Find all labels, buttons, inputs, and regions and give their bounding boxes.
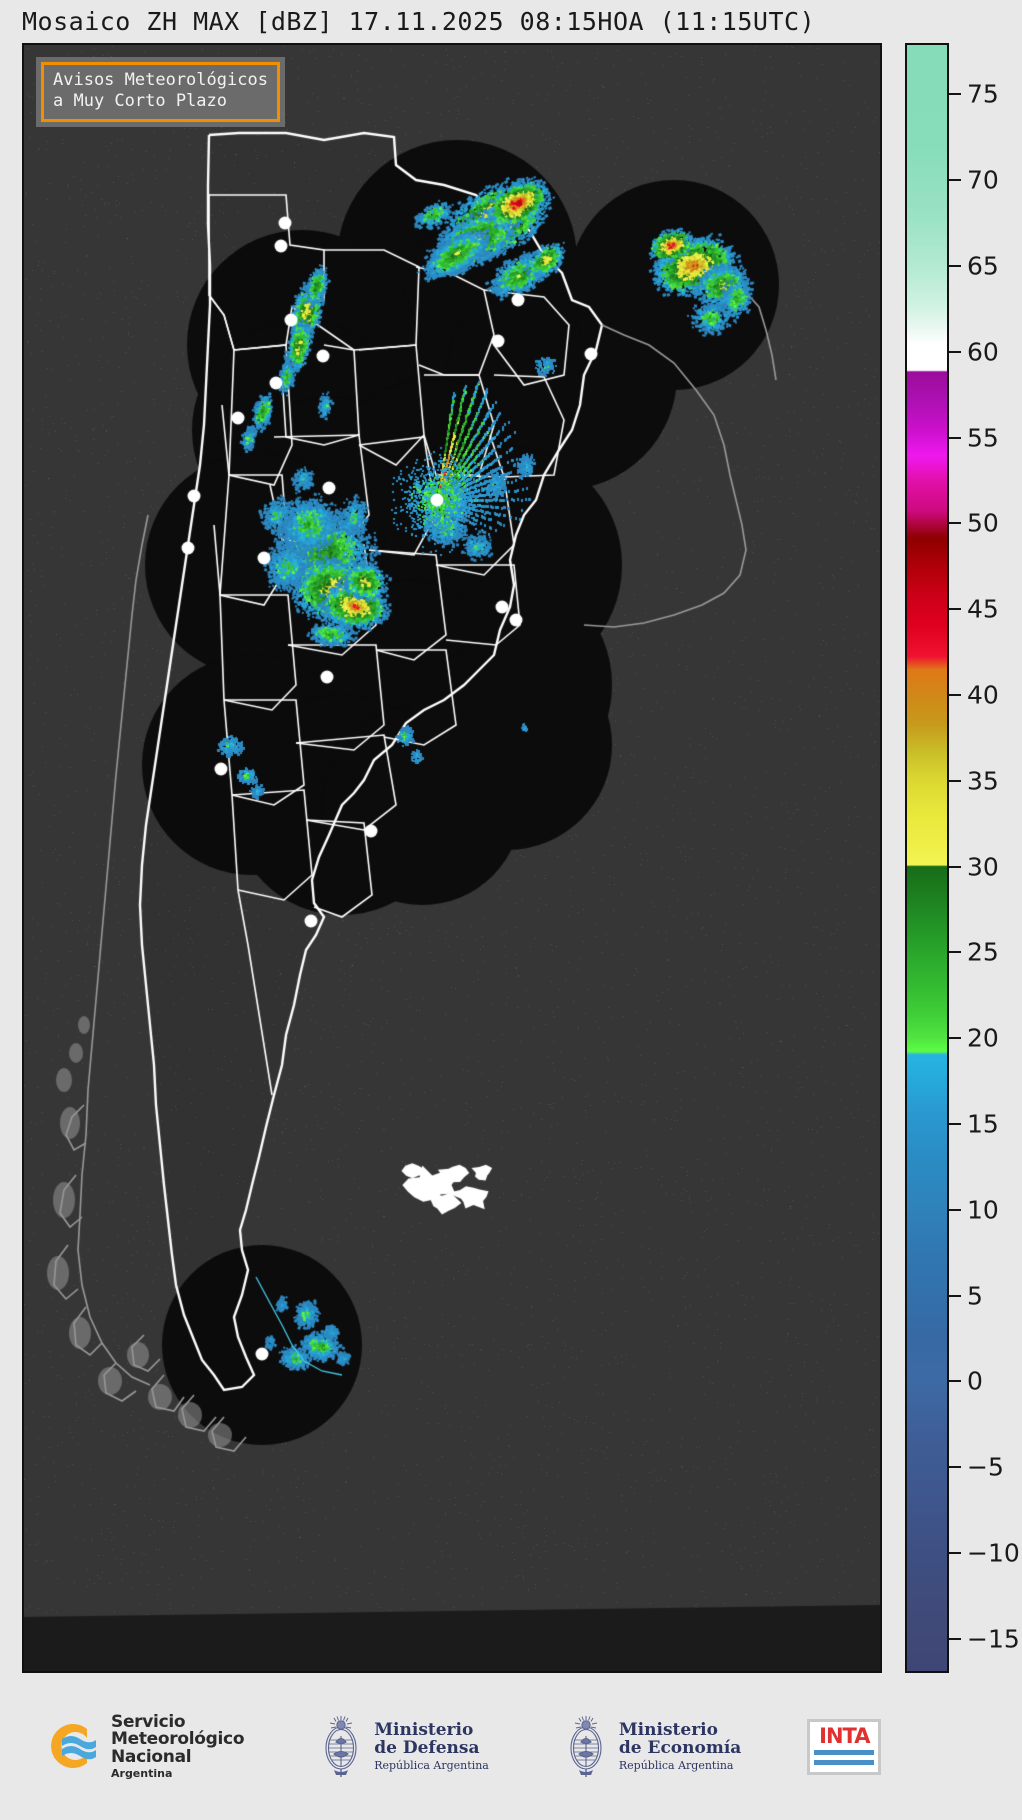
inta-wordmark: INTA	[819, 1723, 870, 1748]
colorbar-tick	[949, 265, 961, 268]
defensa-line-1: Ministerio	[374, 1719, 474, 1740]
argentina-coat-of-arms-icon	[318, 1714, 364, 1780]
radar-map-panel[interactable]: Avisos Meteorológicos a Muy Corto Plazo	[22, 43, 882, 1673]
colorbar-tick	[949, 1551, 961, 1554]
colorbar-tick-label: 45	[967, 594, 999, 624]
colorbar-tick	[949, 1122, 961, 1125]
colorbar-tick	[949, 179, 961, 182]
colorbar-tick-label: 15	[967, 1109, 999, 1139]
economia-text: Ministerio de Economía República Argenti…	[618, 1719, 742, 1772]
logo-ministerio-de-economia: Ministerio de Economía República Argenti…	[563, 1714, 741, 1780]
footer-logo-bar: Servicio Meteorológico Nacional Argentin…	[0, 1673, 1022, 1820]
colorbar-tick-label: 40	[967, 680, 999, 710]
colorbar-tick-label: 55	[967, 423, 999, 453]
colorbar-tick-label: −15	[967, 1624, 1020, 1654]
smn-subtitle: Argentina	[111, 1766, 173, 1780]
colorbar-tick-label: 30	[967, 852, 999, 882]
smn-line-1: Servicio	[111, 1711, 186, 1732]
colorbar-tick-label: −10	[967, 1538, 1020, 1568]
inta-stripe-2	[814, 1759, 875, 1765]
inta-stripe-1	[814, 1749, 875, 1755]
smn-line-2: Meteorológico	[111, 1729, 245, 1750]
smn-mark-icon	[42, 1716, 102, 1776]
colorbar-tick	[949, 1380, 961, 1383]
colorbar-tick-label: 20	[967, 1023, 999, 1053]
colorbar-tick-label: 50	[967, 508, 999, 538]
colorbar-tick	[949, 350, 961, 353]
alert-legend-box: Avisos Meteorológicos a Muy Corto Plazo	[36, 57, 285, 127]
colorbar-tick-label: 10	[967, 1195, 999, 1225]
colorbar-tick	[949, 951, 961, 954]
colorbar-tick	[949, 1294, 961, 1297]
colorbar-tick	[949, 436, 961, 439]
defensa-line-2: de Defensa	[374, 1737, 480, 1758]
alert-legend-line-2: a Muy Corto Plazo	[53, 91, 227, 111]
colorbar-tick-label: 75	[967, 79, 999, 109]
colorbar-gradient	[907, 45, 947, 1671]
defensa-subtitle: República Argentina	[374, 1758, 489, 1772]
colorbar-tick	[949, 865, 961, 868]
colorbar-tick-axis: 75 70 65 60 55 50 45 40 35 30 25 20 15 10 5 0 −5 −10 −15	[949, 43, 1020, 1673]
colorbar-tick-label: 5	[967, 1281, 983, 1311]
inta-box: INTA	[807, 1718, 882, 1775]
economia-line-1: Ministerio	[618, 1719, 718, 1740]
page-title: Mosaico ZH MAX [dBZ] 17.11.2025 08:15HOA…	[22, 7, 816, 36]
colorbar-tick	[949, 522, 961, 525]
inta-inner: INTA	[810, 1721, 879, 1772]
colorbar-tick-label: 25	[967, 937, 999, 967]
argentina-coat-of-arms-icon-2	[563, 1714, 609, 1780]
colorbar-tick	[949, 1208, 961, 1211]
colorbar-tick-label: 70	[967, 165, 999, 195]
colorbar-tick-label: 60	[967, 337, 999, 367]
radar-map-canvas[interactable]	[24, 45, 880, 1671]
colorbar-tick-label: −5	[967, 1452, 1004, 1482]
colorbar-tick	[949, 779, 961, 782]
logo-ministerio-de-defensa: Ministerio de Defensa República Argentin…	[318, 1714, 489, 1780]
smn-line-3: Nacional	[111, 1746, 192, 1767]
smn-text: Servicio Meteorológico Nacional Argentin…	[111, 1711, 245, 1780]
logo-inta: INTA	[807, 1718, 882, 1775]
colorbar-tick	[949, 93, 961, 96]
defensa-text: Ministerio de Defensa República Argentin…	[374, 1719, 489, 1772]
colorbar	[905, 43, 949, 1673]
colorbar-tick	[949, 694, 961, 696]
colorbar-tick	[949, 1637, 961, 1640]
colorbar-tick	[949, 608, 961, 611]
colorbar-tick-label: 35	[967, 766, 999, 796]
colorbar-tick	[949, 1037, 961, 1040]
colorbar-tick	[949, 1466, 961, 1469]
alert-legend-border: Avisos Meteorológicos a Muy Corto Plazo	[41, 62, 280, 122]
colorbar-tick-label: 0	[967, 1366, 983, 1396]
title-bar: Mosaico ZH MAX [dBZ] 17.11.2025 08:15HOA…	[0, 0, 1022, 43]
colorbar-tick-label: 65	[967, 251, 999, 281]
logo-servicio-meteorologico-nacional: Servicio Meteorológico Nacional Argentin…	[42, 1711, 245, 1780]
economia-line-2: de Economía	[618, 1737, 742, 1758]
alert-legend-line-1: Avisos Meteorológicos	[53, 70, 268, 90]
economia-subtitle: República Argentina	[618, 1758, 734, 1772]
